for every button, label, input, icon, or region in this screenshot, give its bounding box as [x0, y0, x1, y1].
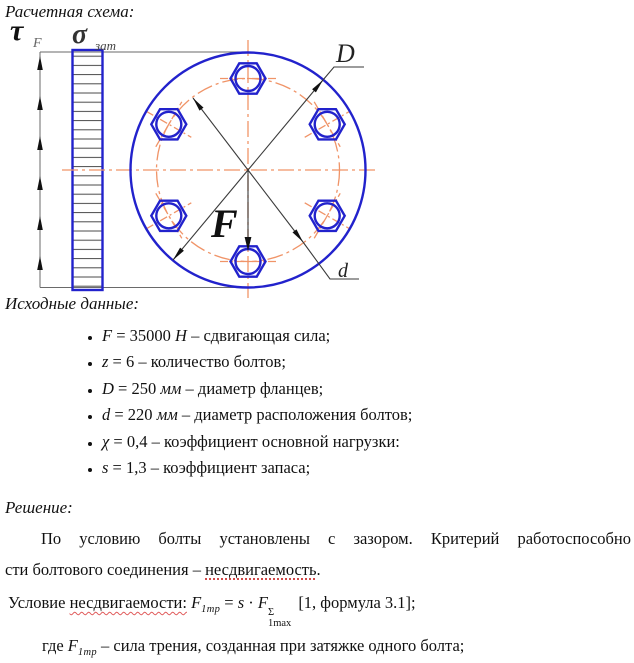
list-item: χ = 0,4 – коэффициент основной нагрузки: — [102, 429, 560, 455]
var-value: = 6 — [108, 352, 139, 372]
centerlines — [62, 40, 378, 298]
formula-F2: F — [257, 593, 268, 612]
var-symbol: D — [102, 378, 114, 398]
var-unit: мм — [156, 405, 182, 425]
formula-F2-subscript: 1max — [267, 618, 292, 630]
force-F-label: F — [210, 201, 238, 246]
var-description: – коэффициент основной нагрузки: — [151, 431, 400, 451]
list-item: F = 35000 Н – сдвигающая сила; — [102, 323, 560, 349]
list-item: s = 1,3 – коэффициент запаса; — [102, 455, 560, 481]
bolt-upper-right — [308, 107, 347, 141]
scheme-heading: Расчетная схема: — [5, 2, 135, 21]
var-description: – сдвигающая сила; — [191, 326, 331, 345]
bolt-lower-left — [149, 199, 188, 233]
formula-F2-supsub: Σ 1max — [268, 607, 291, 630]
var-value: = 1,3 — [108, 458, 151, 478]
shear-stress-arrows-icon — [37, 56, 43, 270]
var-description: – диаметр расположения болтов; — [181, 405, 413, 425]
paragraph-line: сти болтового соединения – несдвигаемост… — [5, 555, 631, 586]
where-line: где F1тр – сила трения, созданная при за… — [42, 636, 464, 658]
var-value: = 0,4 — [109, 431, 152, 451]
formula-F1: F — [191, 593, 202, 612]
var-description: – количество болтов; — [138, 352, 286, 372]
var-value: = 220 — [110, 405, 157, 425]
var-symbol: z — [102, 352, 109, 372]
flange-outer-circle — [129, 51, 367, 289]
calculation-scheme-drawing: τ F σ зат D d F — [10, 14, 378, 298]
dim-D-label: D — [335, 39, 355, 68]
bolt-upper-left — [149, 107, 188, 141]
spellcheck-word: несдвигаемости: — [69, 593, 187, 612]
var-symbol: d — [102, 405, 111, 425]
solution-heading: Решение: — [5, 498, 73, 517]
paragraph-line: По условию болты установлены с зазором. … — [41, 529, 631, 548]
where-description: – сила трения, созданная при затяжке одн… — [96, 636, 465, 655]
var-symbol: s — [102, 458, 109, 478]
formula-reference: [1, формула 3.1]; — [298, 593, 416, 612]
condition-line: Условие несдвигаемости: F1тр = s · F Σ 1ma… — [8, 593, 416, 630]
where-F-subscript: 1тр — [77, 647, 97, 658]
dimension-d — [192, 97, 359, 280]
bolt-lower-right — [308, 199, 347, 233]
list-item: d = 220 мм – диаметр расположения болтов… — [102, 402, 560, 428]
var-unit: Н — [175, 326, 192, 345]
where-F: F — [67, 636, 78, 655]
formula-equals: = — [220, 593, 238, 612]
sigma-label: σ — [72, 19, 88, 50]
var-symbol: χ — [102, 431, 110, 451]
var-symbol: F — [102, 326, 113, 345]
force-F-arrow-icon — [244, 170, 252, 251]
paragraph-text: . — [316, 559, 321, 579]
spellcheck-word: несдвигаемость — [205, 559, 317, 579]
var-description: – коэффициент запаса; — [150, 458, 311, 478]
solution-paragraph: По условию болты установлены с зазором. … — [5, 524, 631, 585]
tau-label: τ — [10, 14, 25, 47]
given-data-list: F = 35000 Н – сдвигающая сила; z = 6 – к… — [0, 323, 560, 481]
bolt-top — [229, 62, 267, 95]
var-value: = 35000 — [112, 326, 176, 345]
dim-d-label: d — [338, 260, 349, 282]
given-data-heading: Исходные данные: — [5, 294, 140, 313]
list-item: z = 6 – количество болтов; — [102, 349, 560, 375]
formula-F1-subscript: 1тр — [201, 604, 221, 615]
tau-sub-label: F — [32, 36, 42, 51]
paragraph-text: сти болтового соединения – — [5, 559, 206, 579]
var-description: – диаметр фланцев; — [185, 378, 324, 398]
var-unit: мм — [160, 378, 186, 398]
list-item: D = 250 мм – диаметр фланцев; — [102, 376, 560, 402]
var-value: = 250 — [113, 378, 161, 398]
sigma-sub-label: зат — [94, 38, 116, 53]
dimension-d-arrowheads — [193, 98, 303, 242]
formula-dot: · — [244, 593, 258, 612]
where-prefix: где — [42, 636, 68, 655]
dimension-D-arrowheads — [173, 80, 323, 260]
formula-s: s — [237, 593, 245, 612]
condition-prefix: Условие — [8, 593, 70, 612]
formula-F2-superscript: Σ — [267, 607, 275, 618]
